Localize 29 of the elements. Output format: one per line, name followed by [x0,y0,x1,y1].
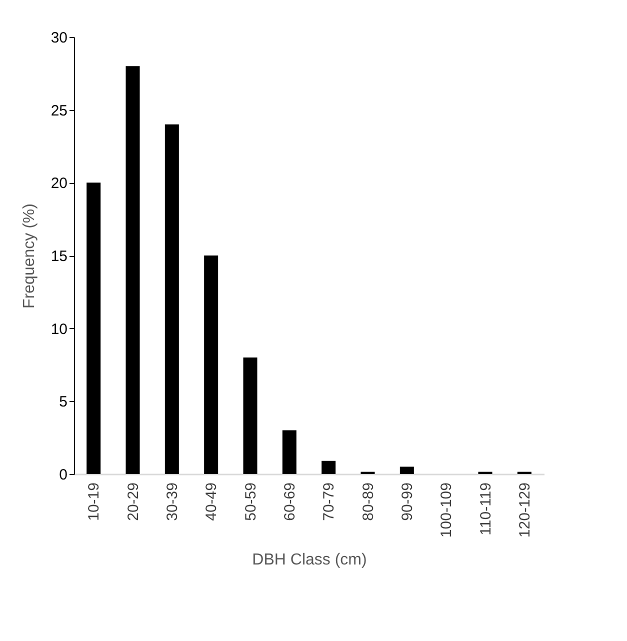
x-tick-label: 70-79 [320,482,338,521]
bar [282,430,296,474]
bar [204,256,218,474]
x-tick-label: 120-129 [516,482,534,538]
y-tick-label: 15 [50,248,68,265]
x-tick-label: 90-99 [398,482,416,521]
y-tick-label: 10 [50,320,68,338]
x-tick-label: 20-29 [124,482,142,521]
bar [400,466,414,474]
x-axis-title: DBH Class (cm) [252,552,367,569]
x-tick-label: 80-89 [360,482,377,521]
y-tick-label: 5 [59,394,68,411]
x-tick-label: 30-39 [164,482,181,521]
y-tick-label: 25 [50,102,68,120]
bar [243,357,258,474]
bar [126,66,140,474]
x-tick-label: 40-49 [203,482,220,521]
bar [86,182,101,474]
bar [322,460,336,474]
x-tick-label: 50-59 [242,482,260,521]
y-tick-label: 20 [50,175,68,192]
x-tick-label: 10-19 [86,482,103,521]
x-tick-label: 100-109 [438,482,456,538]
y-tick-label: 30 [50,30,68,46]
x-tick-label: 60-69 [281,482,298,521]
bar [164,124,179,474]
y-axis-title: Frequency (%) [20,204,38,308]
x-tick-label: 110-119 [477,482,494,536]
y-tick-label: 0 [59,466,68,484]
